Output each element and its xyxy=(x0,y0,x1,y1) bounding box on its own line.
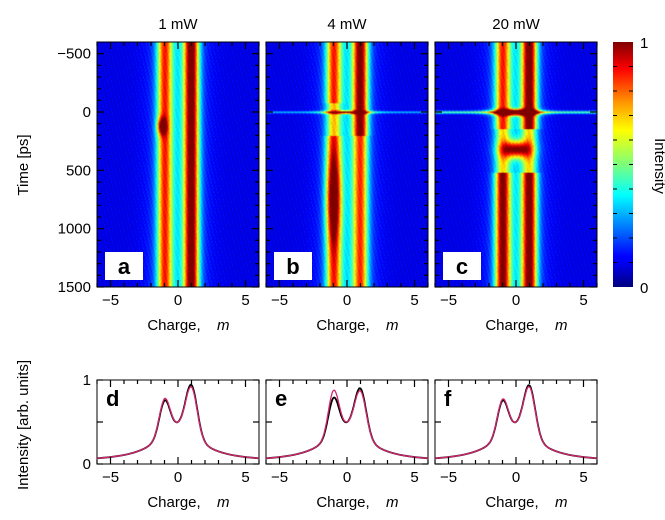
y-tick-label: 0 xyxy=(83,456,91,473)
y-tick-label: 1500 xyxy=(58,279,91,296)
colorbar-min-label: 0 xyxy=(640,280,648,297)
x-tick-label: −5 xyxy=(102,292,119,309)
x-tick-label: −5 xyxy=(440,292,457,309)
panel-label-box xyxy=(443,252,481,280)
x-axis-label-symbol: m xyxy=(386,317,399,334)
x-axis-label-symbol: m xyxy=(217,317,230,334)
x-axis-label: Charge, xyxy=(147,494,200,511)
x-tick-label: 0 xyxy=(512,469,520,486)
y-tick-label: 1000 xyxy=(58,221,91,238)
colorbar-label: Intensity xyxy=(651,138,665,194)
x-tick-label: 0 xyxy=(174,469,182,486)
heatmap-image-c xyxy=(435,42,597,287)
colorbar: 1 0 Intensity xyxy=(613,35,665,297)
x-axis-label-symbol: m xyxy=(555,317,568,334)
x-tick-label: 5 xyxy=(410,469,418,486)
panel-label: a xyxy=(118,254,131,279)
panel-title-c: 20 mW xyxy=(492,16,540,33)
x-axis-label: Charge, xyxy=(485,494,538,511)
y-tick-label: 0 xyxy=(83,104,91,121)
y-axis-label-intensity: Intensity [arb. units] xyxy=(15,360,32,490)
panel-label: d xyxy=(106,386,119,411)
panel-title-a: 1 mW xyxy=(158,16,198,33)
x-tick-label: 5 xyxy=(579,469,587,486)
y-tick-label: 500 xyxy=(66,162,91,179)
x-tick-label: 5 xyxy=(410,292,418,309)
panel-label: e xyxy=(275,386,287,411)
x-axis-label: Charge, xyxy=(485,317,538,334)
heatmap-image-a xyxy=(97,42,259,287)
x-tick-label: −5 xyxy=(271,292,288,309)
panel-label: b xyxy=(286,254,299,279)
x-tick-label: 0 xyxy=(174,292,182,309)
panel-label: f xyxy=(444,386,452,411)
x-tick-label: 0 xyxy=(343,292,351,309)
x-tick-label: 5 xyxy=(241,292,249,309)
panel-label-box xyxy=(274,252,312,280)
y-axis-label-time: Time [ps] xyxy=(15,134,32,195)
x-tick-label: 0 xyxy=(512,292,520,309)
heatmap-panel-b: 4 mW xyxy=(266,16,428,287)
series-line xyxy=(265,389,429,459)
colorbar-max-label: 1 xyxy=(640,35,648,52)
x-tick-label: 0 xyxy=(343,469,351,486)
x-tick-label: −5 xyxy=(440,469,457,486)
y-tick-label: 1 xyxy=(83,372,91,389)
series-line xyxy=(96,385,260,459)
x-tick-label: 5 xyxy=(241,469,249,486)
series-line xyxy=(265,387,429,460)
colorbar-gradient xyxy=(613,42,633,287)
x-axis-label-symbol: m xyxy=(555,494,568,511)
x-axis-label: Charge, xyxy=(316,317,369,334)
heatmap-panel-a: 1 mW xyxy=(97,16,259,287)
x-axis-label: Charge, xyxy=(147,317,200,334)
x-tick-label: 5 xyxy=(579,292,587,309)
series-line xyxy=(434,385,598,459)
x-tick-label: −5 xyxy=(271,469,288,486)
x-tick-label: −5 xyxy=(102,469,119,486)
panel-title-b: 4 mW xyxy=(327,16,367,33)
y-tick-label: −500 xyxy=(57,46,91,63)
heatmap-panel-c: 20 mW xyxy=(435,16,597,287)
panel-label-box xyxy=(105,252,143,280)
heatmap-image-b xyxy=(266,42,428,287)
x-axis-label: Charge, xyxy=(316,494,369,511)
panel-label: c xyxy=(456,254,468,279)
x-axis-label-symbol: m xyxy=(386,494,399,511)
x-axis-label-symbol: m xyxy=(217,494,230,511)
